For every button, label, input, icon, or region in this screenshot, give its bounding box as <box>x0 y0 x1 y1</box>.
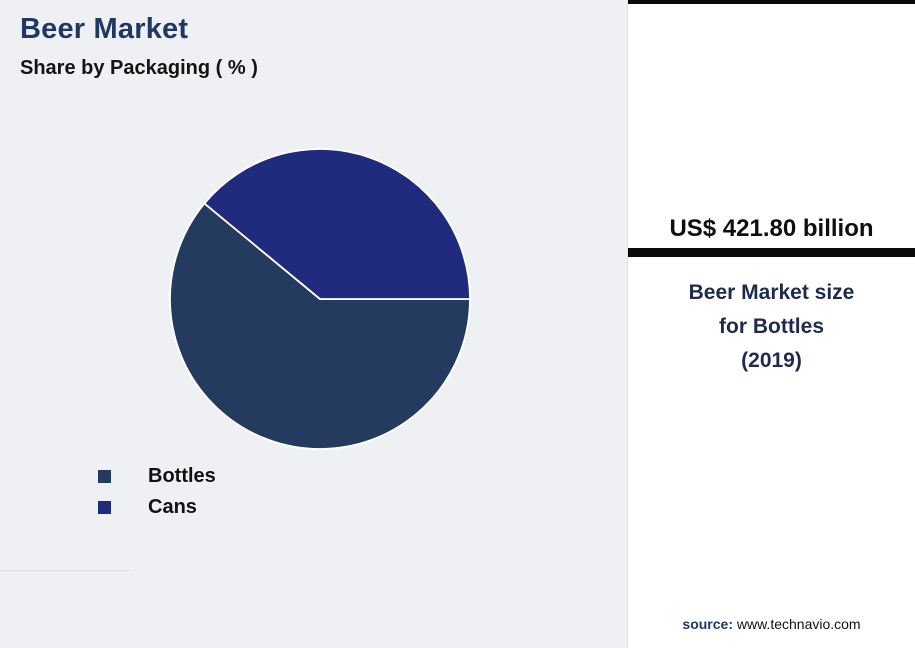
source-label: source: <box>682 616 733 632</box>
legend-item-cans: Cans <box>98 492 216 523</box>
stat-description: Beer Market size for Bottles (2019) <box>628 276 915 378</box>
page-title: Beer Market <box>20 13 189 45</box>
legend-label-bottles: Bottles <box>148 465 216 487</box>
legend-item-bottles: Bottles <box>98 461 216 492</box>
stat-description-line-1: Beer Market size <box>688 281 855 304</box>
stat-divider-bar <box>628 248 915 257</box>
legend-label-cans: Cans <box>148 496 197 518</box>
chart-legend: Bottles Cans <box>98 461 216 523</box>
pie-chart-container <box>168 147 472 451</box>
stat-description-line-3: (2019) <box>741 349 802 372</box>
stat-panel-top-rule <box>628 0 915 4</box>
divider-line <box>0 570 130 571</box>
stat-panel: US$ 421.80 billion Beer Market size for … <box>627 0 915 648</box>
stat-description-line-2: for Bottles <box>719 315 824 338</box>
source-url: www.technavio.com <box>732 616 861 632</box>
pie-slice-cans <box>203 148 471 300</box>
page-subtitle: Share by Packaging ( % ) <box>20 57 258 79</box>
legend-swatch-bottles <box>98 470 111 483</box>
source-line: source: www.technavio.com <box>628 616 915 632</box>
legend-swatch-cans <box>98 501 111 514</box>
stat-value: US$ 421.80 billion <box>669 215 874 242</box>
pie-chart <box>169 148 471 450</box>
pie-slice-bottles <box>169 202 471 450</box>
